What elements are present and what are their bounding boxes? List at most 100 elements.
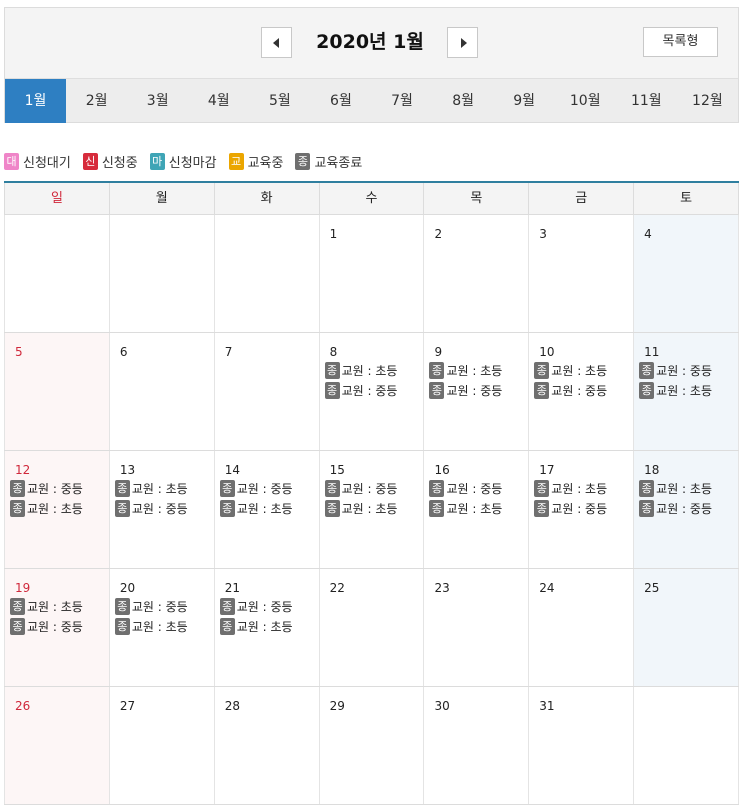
status-badge: 신 (82, 152, 98, 170)
calendar-day (213, 215, 319, 332)
calendar-day[interactable]: 19 종 교원 : 초등 종 교원 : 중등 (4, 569, 109, 686)
day-number: 22 (329, 581, 345, 595)
next-month-button[interactable] (447, 27, 478, 58)
weekday-label: 목 (423, 183, 528, 214)
calendar-day[interactable]: 31 (528, 687, 633, 804)
calendar-event[interactable]: 종 교원 : 초등 (219, 616, 319, 636)
calendar-day[interactable]: 14 종 교원 : 중등 종 교원 : 초등 (213, 451, 319, 568)
calendar-day[interactable]: 11 종 교원 : 중등 종 교원 : 초등 (633, 333, 740, 450)
event-label: 교원 : 초등 (27, 501, 83, 516)
calendar-event[interactable]: 종 교원 : 중등 (10, 616, 109, 636)
calendar-event[interactable]: 종 교원 : 중등 (429, 380, 528, 400)
legend-label: 신청마감 (168, 155, 217, 171)
calendar-event[interactable]: 종 교원 : 중등 (324, 478, 424, 498)
calendar-event[interactable]: 종 교원 : 초등 (114, 478, 214, 498)
calendar-event[interactable]: 종 교원 : 초등 (324, 360, 424, 380)
calendar-event[interactable]: 종 교원 : 초등 (639, 380, 738, 400)
calendar-event[interactable]: 종 교원 : 중등 (534, 380, 633, 400)
calendar-day[interactable]: 16 종 교원 : 중등 종 교원 : 초등 (423, 451, 528, 568)
calendar-event[interactable]: 종 교원 : 초등 (429, 498, 528, 518)
calendar-event[interactable]: 종 교원 : 중등 (114, 498, 214, 518)
calendar-week: 19 종 교원 : 초등 종 교원 : 중등 20 종 교원 : 중등 종 교원 : 초등 21 종 교… (4, 569, 740, 687)
calendar-day[interactable]: 26 (4, 687, 109, 804)
calendar-day[interactable]: 10 종 교원 : 초등 종 교원 : 중등 (528, 333, 633, 450)
prev-month-button[interactable] (261, 27, 292, 58)
status-badge: 종 (324, 499, 340, 517)
event-label: 교원 : 중등 (131, 599, 188, 614)
status-badge: 마 (149, 152, 165, 170)
legend-item: 교 교육중 (228, 152, 283, 171)
calendar-day[interactable]: 1 (318, 215, 424, 332)
weekday-label: 월 (108, 183, 214, 214)
tab-month-10[interactable]: 10월 (569, 93, 601, 109)
calendar-event[interactable]: 종 교원 : 초등 (534, 360, 633, 380)
calendar-event[interactable]: 종 교원 : 초등 (10, 596, 109, 616)
tab-month-3[interactable]: 3월 (146, 93, 169, 109)
calendar-day[interactable]: 9 종 교원 : 초등 종 교원 : 중등 (423, 333, 528, 450)
calendar-event[interactable]: 종 교원 : 초등 (429, 360, 528, 380)
calendar-event[interactable]: 종 교원 : 초등 (114, 616, 214, 636)
calendar-event[interactable]: 종 교원 : 중등 (639, 360, 738, 380)
day-number: 18 (644, 463, 660, 477)
calendar-day[interactable]: 22 (318, 569, 424, 686)
calendar-day[interactable]: 13 종 교원 : 초등 종 교원 : 중등 (108, 451, 214, 568)
calendar-event[interactable]: 종 교원 : 중등 (114, 596, 214, 616)
day-number: 30 (434, 699, 450, 713)
calendar-day[interactable]: 28 (213, 687, 319, 804)
tab-month-2[interactable]: 2월 (85, 93, 108, 109)
day-number: 21 (224, 581, 240, 595)
calendar-event[interactable]: 종 교원 : 초등 (10, 498, 109, 518)
calendar-day[interactable]: 6 (108, 333, 214, 450)
status-badge: 종 (219, 617, 235, 635)
calendar-event[interactable]: 종 교원 : 초등 (324, 498, 424, 518)
calendar-event[interactable]: 종 교원 : 초등 (219, 498, 319, 518)
calendar-day[interactable]: 25 (633, 569, 740, 686)
day-number: 2 (434, 227, 443, 241)
calendar-day[interactable]: 18 종 교원 : 초등 종 교원 : 중등 (633, 451, 740, 568)
calendar-day[interactable]: 3 (528, 215, 633, 332)
calendar-event[interactable]: 종 교원 : 중등 (10, 478, 109, 498)
calendar-day[interactable]: 8 종 교원 : 초등 종 교원 : 중등 (318, 333, 424, 450)
calendar-day[interactable]: 23 (423, 569, 528, 686)
list-view-button[interactable]: 목록형 (643, 27, 718, 57)
calendar-day[interactable]: 12 종 교원 : 중등 종 교원 : 초등 (4, 451, 109, 568)
day-number: 3 (539, 227, 547, 241)
calendar-day[interactable]: 20 종 교원 : 중등 종 교원 : 초등 (108, 569, 214, 686)
day-number: 1 (329, 227, 338, 241)
tab-month-12[interactable]: 12월 (692, 93, 723, 109)
tab-month-4[interactable]: 4월 (207, 93, 230, 109)
calendar-day[interactable]: 27 (108, 687, 214, 804)
calendar-event[interactable]: 종 교원 : 중등 (639, 498, 738, 518)
status-badge: 종 (639, 499, 655, 517)
calendar-day[interactable]: 7 (213, 333, 319, 450)
tab-month-9[interactable]: 9월 (513, 93, 536, 109)
calendar-event[interactable]: 종 교원 : 중등 (219, 478, 319, 498)
calendar-event[interactable]: 종 교원 : 중등 (324, 380, 424, 400)
event-label: 교원 : 중등 (656, 501, 712, 516)
tab-month-1[interactable]: 1월 (5, 79, 67, 123)
event-label: 교원 : 중등 (27, 481, 83, 496)
calendar-event[interactable]: 종 교원 : 중등 (534, 498, 633, 518)
tab-month-8[interactable]: 8월 (452, 93, 474, 109)
calendar-event[interactable]: 종 교원 : 중등 (219, 596, 319, 616)
calendar-day[interactable]: 30 (423, 687, 528, 804)
calendar-day[interactable]: 4 (633, 215, 740, 332)
calendar-event[interactable]: 종 교원 : 초등 (639, 478, 738, 498)
tab-month-11[interactable]: 11월 (630, 93, 662, 109)
tab-month-6[interactable]: 6월 (330, 93, 352, 109)
event-label: 교원 : 중등 (341, 481, 398, 496)
calendar-day[interactable]: 2 (423, 215, 528, 332)
event-label: 교원 : 중등 (551, 383, 608, 398)
calendar-week: 1 2 3 4 (4, 215, 740, 333)
calendar-day[interactable]: 29 (318, 687, 424, 804)
calendar-event[interactable]: 종 교원 : 초등 (534, 478, 633, 498)
calendar-day[interactable]: 5 (4, 333, 109, 450)
calendar-day[interactable]: 24 (528, 569, 633, 686)
tab-month-5[interactable]: 5월 (268, 93, 291, 109)
calendar-day[interactable]: 15 종 교원 : 중등 종 교원 : 초등 (318, 451, 424, 568)
weekday-label: 토 (633, 183, 740, 214)
calendar-event[interactable]: 종 교원 : 중등 (429, 478, 528, 498)
calendar-day[interactable]: 21 종 교원 : 중등 종 교원 : 초등 (213, 569, 319, 686)
tab-month-7[interactable]: 7월 (391, 93, 413, 109)
calendar-day[interactable]: 17 종 교원 : 초등 종 교원 : 중등 (528, 451, 633, 568)
